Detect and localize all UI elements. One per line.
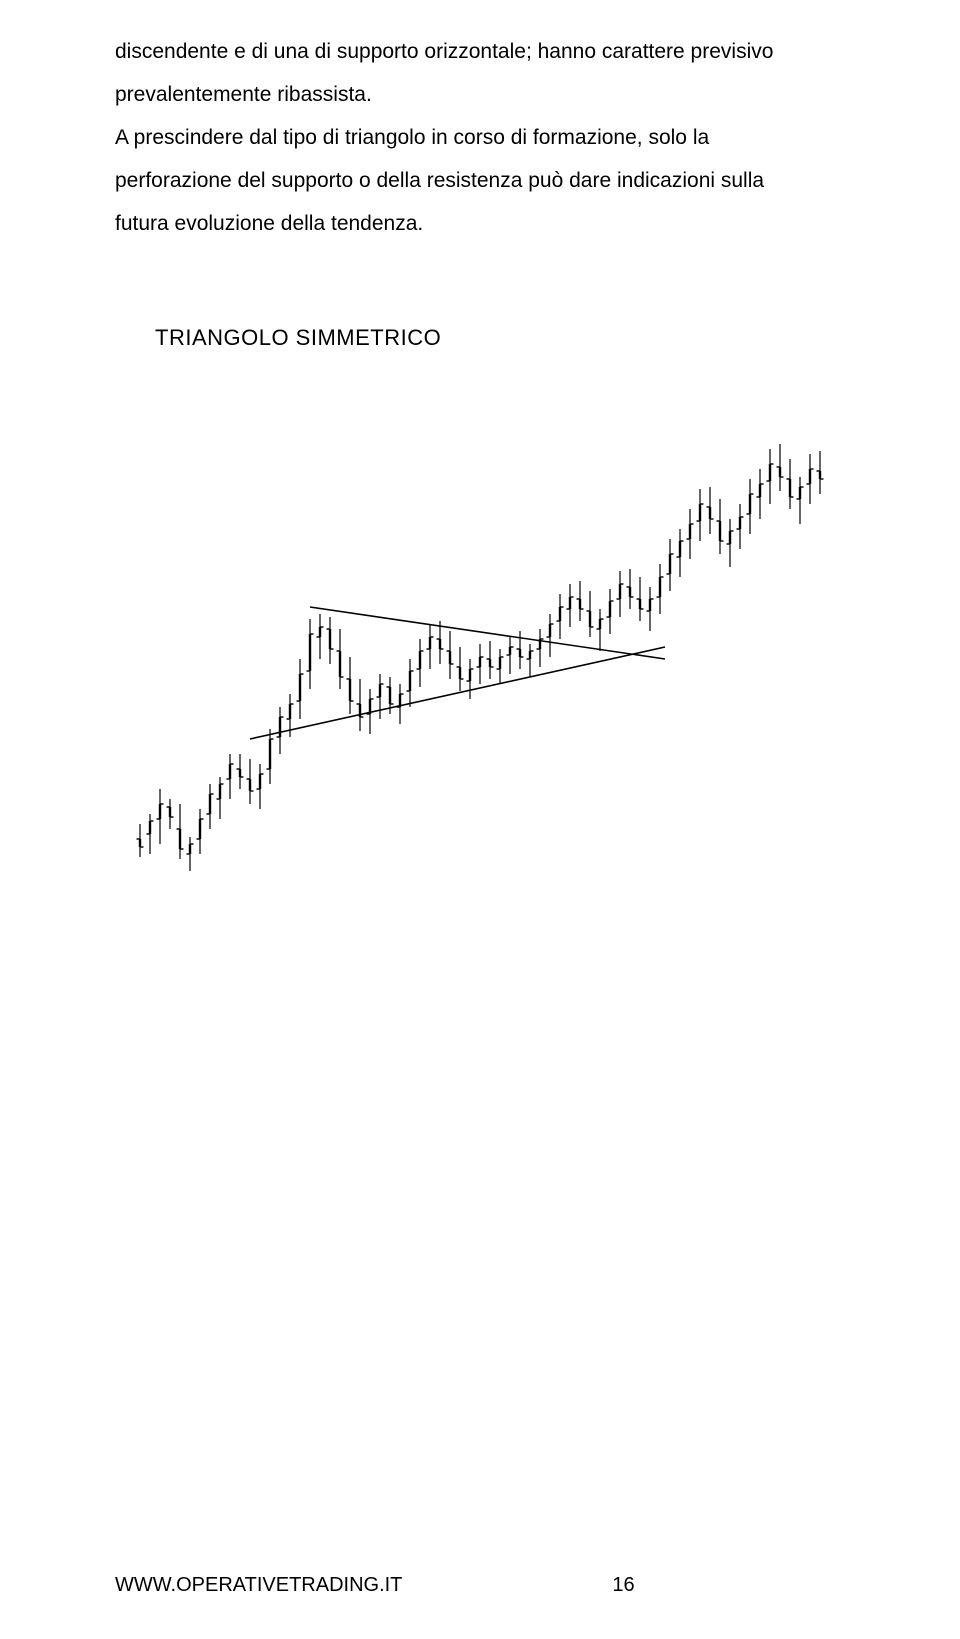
chart-title: TRIANGOLO SIMMETRICO [155,325,845,351]
footer-site: WWW.OPERATIVETRADING.IT [115,1574,402,1597]
page-footer: WWW.OPERATIVETRADING.IT 16 [115,1574,845,1597]
paragraph-line-1: discendente e di una di supporto orizzon… [115,30,845,73]
paragraph-line-3: A prescindere dal tipo di triangolo in c… [115,116,845,159]
chart-region: TRIANGOLO SIMMETRICO [135,325,845,879]
paragraph-line-5: futura evoluzione della tendenza. [115,202,845,245]
footer-page-number: 16 [612,1574,634,1597]
price-chart [135,359,835,879]
paragraph-line-4: perforazione del supporto o della resist… [115,159,845,202]
page-content: discendente e di una di supporto orizzon… [0,0,960,879]
paragraph-line-2: prevalentemente ribassista. [115,73,845,116]
